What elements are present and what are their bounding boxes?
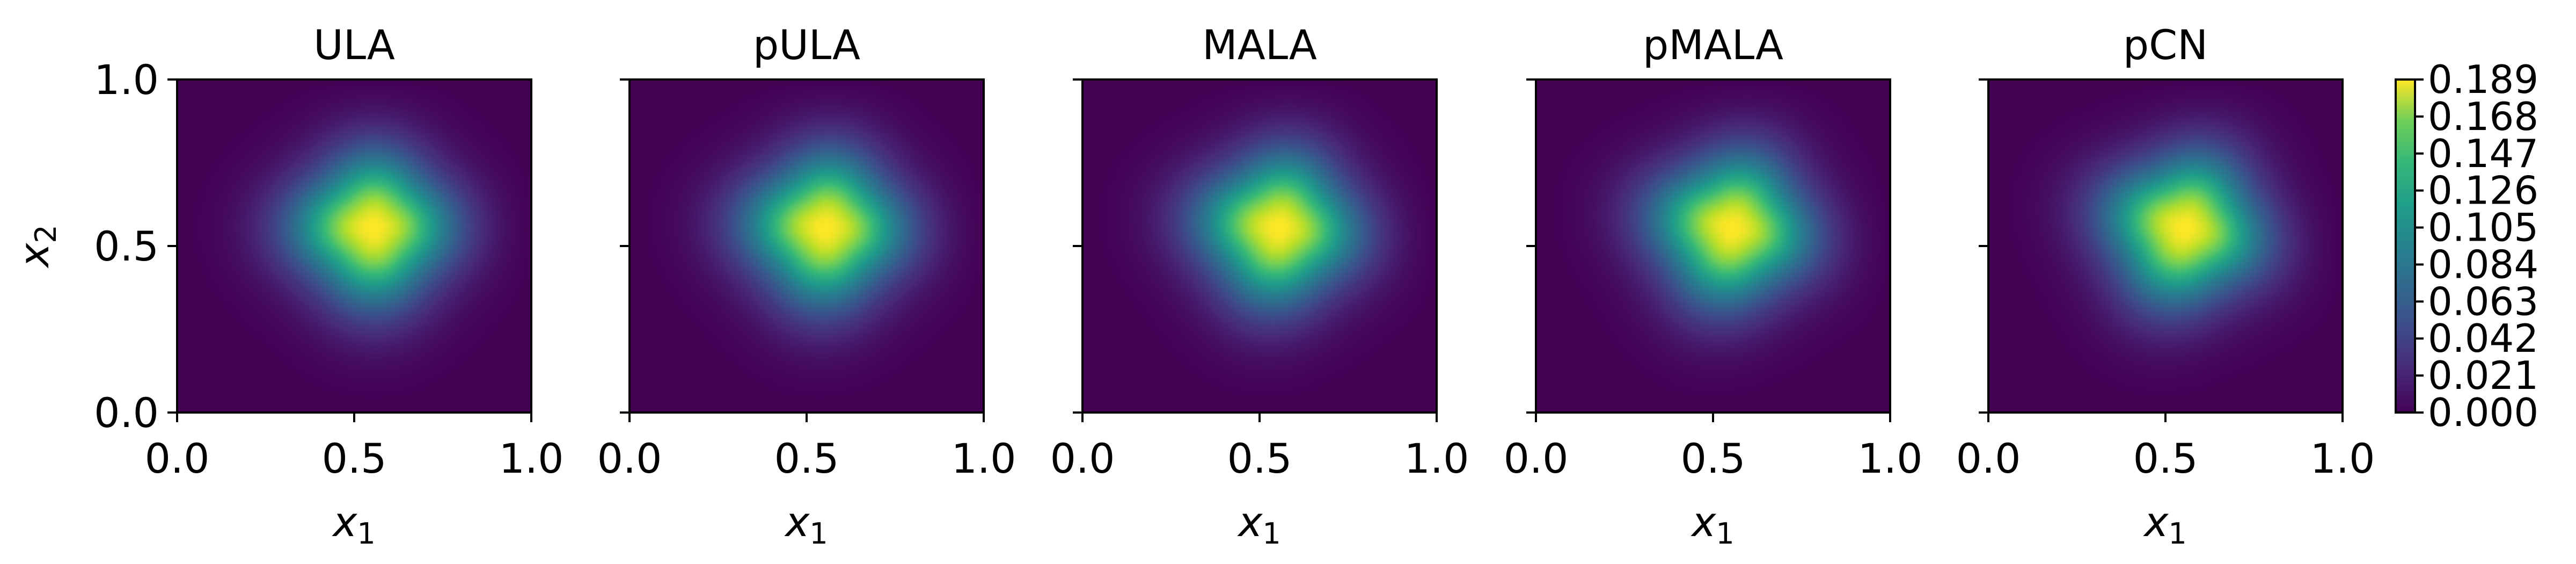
x-tick-label: 1.0 — [1404, 435, 1469, 482]
x-axis-label: x1 — [1237, 498, 1280, 551]
x-tick-label: 0.0 — [1956, 435, 2021, 482]
colorbar: 0.1890.1680.1470.1260.1050.0840.0630.042… — [2395, 57, 2538, 435]
x-tick-label: 0.5 — [1681, 435, 1746, 482]
x-tick-label: 0.0 — [597, 435, 662, 482]
heatmap-image — [1082, 79, 1437, 413]
y-tick-label: 0.0 — [94, 389, 159, 437]
x-tick-label: 0.5 — [1227, 435, 1292, 482]
panel-title: pULA — [753, 21, 860, 69]
colorbar-tick-label: 0.189 — [2428, 57, 2538, 102]
panel-title: MALA — [1202, 21, 1317, 69]
colorbar-tick-label: 0.147 — [2428, 131, 2538, 176]
panel-ula: ULA 0.0 0.5 1.0 0.0 0.5 1.0 x1 x2 — [10, 21, 564, 551]
x-tick-label: 0.0 — [145, 435, 210, 482]
heatmap-image — [177, 79, 531, 413]
x-tick-label: 1.0 — [499, 435, 564, 482]
colorbar-tick-label: 0.042 — [2428, 316, 2538, 361]
x-axis-label: x1 — [1690, 498, 1734, 551]
x-tick-label: 0.5 — [2133, 435, 2198, 482]
panel-title: ULA — [313, 21, 395, 69]
colorbar-tick-label: 0.000 — [2428, 390, 2538, 435]
colorbar-tick-label: 0.105 — [2428, 205, 2538, 250]
heatmap-image — [1988, 79, 2343, 413]
x-tick-label: 0.5 — [774, 435, 839, 482]
x-axis-label: x1 — [2143, 498, 2186, 551]
colorbar-tick-label: 0.063 — [2428, 279, 2538, 324]
x-tick-label: 1.0 — [2310, 435, 2375, 482]
colorbar-gradient — [2396, 79, 2415, 413]
panel-mala: MALA 0.0 0.5 1.0 x1 — [1050, 21, 1469, 551]
colorbar-frame — [2395, 78, 2416, 414]
heatmap-image — [1536, 79, 1890, 413]
x-axis-label: x1 — [784, 498, 828, 551]
panel-pcn: pCN 0.0 0.5 1.0 x1 — [1956, 21, 2375, 551]
panel-title: pMALA — [1643, 21, 1783, 69]
panel-pmala: pMALA 0.0 0.5 1.0 x1 — [1504, 21, 1923, 551]
heatmap-image — [630, 79, 984, 413]
y-tick-label: 0.5 — [94, 222, 159, 270]
x-tick-label: 1.0 — [1858, 435, 1923, 482]
y-tick-label: 1.0 — [94, 56, 159, 104]
colorbar-tick-label: 0.126 — [2428, 168, 2538, 213]
x-tick-label: 0.5 — [322, 435, 387, 482]
colorbar-tick-label: 0.168 — [2428, 94, 2538, 139]
colorbar-tick-label: 0.021 — [2428, 353, 2538, 398]
x-tick-label: 0.0 — [1050, 435, 1115, 482]
x-axis-label: x1 — [332, 498, 375, 551]
x-tick-label: 1.0 — [952, 435, 1016, 482]
y-axis-label: x2 — [10, 225, 63, 268]
x-tick-label: 0.0 — [1504, 435, 1569, 482]
panel-pula: pULA 0.0 0.5 1.0 x1 — [597, 21, 1016, 551]
panel-title: pCN — [2123, 21, 2208, 69]
panels-layer: ULA 0.0 0.5 1.0 0.0 0.5 1.0 x1 x2 pULA 0.0 0.5 1.0 x1… — [10, 21, 2375, 551]
colorbar-tick-label: 0.084 — [2428, 242, 2538, 287]
